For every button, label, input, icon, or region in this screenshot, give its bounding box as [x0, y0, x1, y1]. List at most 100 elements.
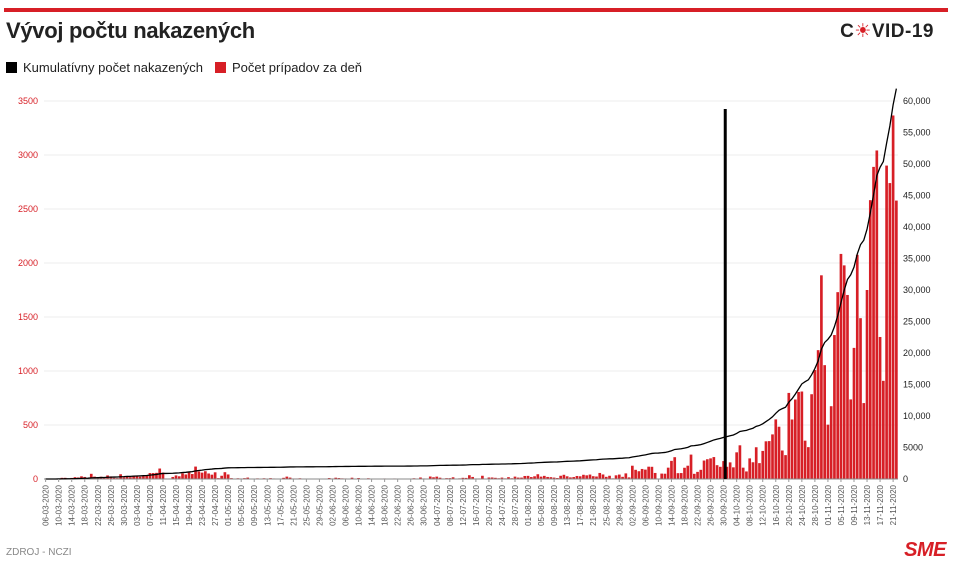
- bar: [226, 474, 230, 479]
- bar: [823, 365, 826, 479]
- bar: [624, 473, 628, 479]
- bar: [764, 441, 768, 479]
- x-tick-label: 01-08-2020: [524, 484, 533, 525]
- bar: [859, 318, 862, 479]
- bar: [846, 294, 849, 479]
- bar: [184, 474, 188, 479]
- bar: [181, 473, 184, 479]
- bar: [820, 275, 823, 479]
- bar: [735, 452, 738, 479]
- bar: [174, 475, 178, 479]
- x-tick-label: 13-11-2020: [863, 484, 872, 525]
- y-left-tick-label: 1000: [18, 366, 38, 376]
- bar: [732, 467, 735, 479]
- y-right-tick-label: 20,000: [903, 348, 931, 358]
- x-tick-label: 13-05-2020: [263, 484, 272, 525]
- x-tick-label: 03-04-2020: [133, 484, 142, 525]
- bar: [780, 450, 784, 479]
- bar: [190, 474, 194, 479]
- bar: [142, 476, 145, 479]
- virus-icon: ☀: [854, 21, 872, 42]
- bar: [578, 476, 582, 479]
- bar: [122, 477, 126, 479]
- x-tick-label: 12-07-2020: [459, 484, 468, 525]
- bar: [285, 476, 289, 479]
- bar: [774, 419, 778, 479]
- bar: [562, 474, 566, 479]
- legend-swatch-cumulative: [6, 62, 17, 73]
- x-tick-label: 07-04-2020: [146, 484, 155, 525]
- x-tick-label: 30-03-2020: [120, 484, 129, 525]
- bar: [207, 473, 210, 479]
- bar: [640, 468, 644, 479]
- legend-item-cumulative: Kumulatívny počet nakazených: [6, 60, 203, 75]
- bar: [494, 477, 497, 479]
- bar: [435, 476, 439, 479]
- x-tick-label: 28-07-2020: [511, 484, 520, 525]
- bar: [771, 434, 774, 479]
- bar: [800, 391, 804, 479]
- y-left-tick-label: 0: [33, 474, 38, 484]
- x-tick-label: 09-05-2020: [250, 484, 259, 525]
- legend-label-cumulative: Kumulatívny počet nakazených: [23, 60, 203, 75]
- x-tick-label: 21-08-2020: [589, 484, 598, 525]
- x-tick-label: 16-07-2020: [472, 484, 481, 525]
- y-left-tick-label: 500: [23, 420, 38, 430]
- bar: [565, 476, 569, 479]
- x-tick-label: 15-04-2020: [172, 484, 181, 525]
- bar: [621, 476, 624, 479]
- x-tick-label: 04-07-2020: [433, 484, 442, 525]
- cumulative-line: [45, 88, 898, 480]
- y-right-tick-label: 35,000: [903, 254, 931, 264]
- legend-label-daily: Počet prípadov za deň: [231, 60, 363, 75]
- x-tick-label: 22-06-2020: [394, 484, 403, 525]
- bar: [816, 350, 820, 479]
- bar: [161, 472, 165, 479]
- x-tick-label: 14-03-2020: [68, 484, 77, 525]
- bar: [559, 475, 562, 479]
- bar: [223, 472, 227, 479]
- bar: [865, 290, 869, 479]
- x-tick-label: 24-10-2020: [798, 484, 807, 525]
- bar: [282, 477, 285, 479]
- bar: [569, 477, 572, 479]
- bar: [689, 454, 693, 479]
- bar: [89, 473, 93, 479]
- bar: [839, 253, 843, 479]
- bar: [670, 460, 673, 479]
- x-tick-label: 09-08-2020: [550, 484, 559, 525]
- bar: [598, 472, 602, 479]
- x-tick-label: 17-08-2020: [576, 484, 585, 525]
- bar: [220, 475, 223, 479]
- x-tick-label: 01-05-2020: [224, 484, 233, 525]
- bar: [487, 477, 491, 479]
- bar: [852, 347, 856, 479]
- bar: [468, 475, 471, 479]
- bar: [539, 476, 543, 479]
- bar: [826, 424, 830, 479]
- x-tick-label: 26-03-2020: [107, 484, 116, 525]
- source-credit: ZDROJ - NCZI: [6, 547, 72, 558]
- x-tick-label: 28-10-2020: [811, 484, 820, 525]
- bar: [767, 441, 771, 479]
- bar: [582, 474, 585, 479]
- bar: [112, 477, 116, 479]
- x-tick-label: 30-09-2020: [720, 484, 729, 525]
- x-tick-label: 10-03-2020: [55, 484, 64, 525]
- x-tick-label: 02-09-2020: [628, 484, 637, 525]
- bar: [543, 475, 546, 479]
- bar: [614, 475, 618, 479]
- bar: [715, 465, 719, 479]
- chart-legend: Kumulatívny počet nakazených Počet prípa…: [6, 60, 368, 75]
- bar: [481, 475, 484, 479]
- bar: [849, 399, 853, 479]
- x-tick-label: 04-10-2020: [733, 484, 742, 525]
- bar: [878, 336, 882, 479]
- y-right-tick-label: 45,000: [903, 191, 931, 201]
- bar: [676, 473, 680, 479]
- x-tick-label: 02-06-2020: [328, 484, 337, 525]
- x-tick-label: 19-04-2020: [185, 484, 194, 525]
- y-right-tick-label: 30,000: [903, 285, 931, 295]
- bar: [793, 399, 797, 479]
- x-tick-label: 14-09-2020: [667, 484, 676, 525]
